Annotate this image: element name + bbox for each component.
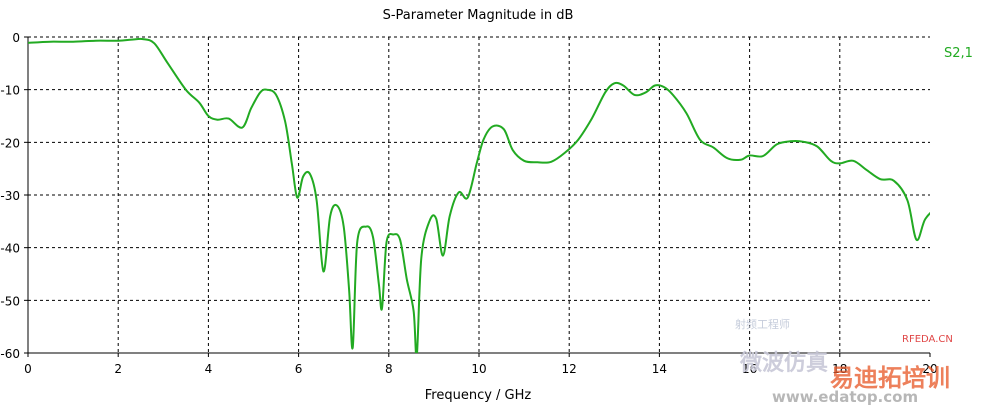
- y-tick-label: -50: [0, 294, 20, 308]
- series-layer: [28, 37, 930, 353]
- axes: [24, 36, 931, 357]
- series-line-s2-1: [28, 37, 930, 353]
- legend-s21: S2,1: [944, 46, 973, 61]
- x-tick-label: 0: [24, 362, 32, 376]
- y-tick-label: -40: [0, 242, 20, 256]
- x-tick-label: 10: [471, 362, 486, 376]
- x-tick-label: 14: [652, 362, 667, 376]
- x-tick-label: 4: [205, 362, 213, 376]
- x-tick-label: 18: [832, 362, 847, 376]
- y-tick-label: -60: [0, 347, 20, 361]
- y-tick-label: 0: [12, 31, 20, 45]
- x-tick-label: 20: [922, 362, 937, 376]
- y-tick-label: -20: [0, 136, 20, 150]
- grid-lines: [28, 36, 930, 353]
- y-tick-label: -10: [0, 84, 20, 98]
- watermark-text-2: RFEDA.CN: [902, 334, 953, 345]
- x-axis-label: Frequency / GHz: [425, 388, 532, 403]
- chart-title: S-Parameter Magnitude in dB: [383, 8, 574, 23]
- y-tick-label: -30: [0, 189, 20, 203]
- x-tick-label: 6: [295, 362, 303, 376]
- y-tick-labels: 0 -10 -20 -30 -40 -50 -60: [0, 31, 20, 361]
- watermark-text-5: www.edatop.com: [772, 388, 918, 406]
- watermark-text-1: 射频工程师: [735, 317, 790, 331]
- watermark: 射频工程师 RFEDA.CN 微波仿真 易迪拓培训 www.edatop.com: [735, 317, 953, 406]
- watermark-text-4: 易迪拓培训: [830, 364, 950, 392]
- x-tick-label: 12: [562, 362, 577, 376]
- watermark-text-3: 微波仿真: [739, 350, 828, 376]
- x-tick-label: 16: [742, 362, 757, 376]
- x-tick-label: 2: [114, 362, 122, 376]
- x-tick-labels: 0 2 4 6 8 10 12 14 16 18 20: [24, 362, 937, 376]
- x-tick-label: 8: [385, 362, 393, 376]
